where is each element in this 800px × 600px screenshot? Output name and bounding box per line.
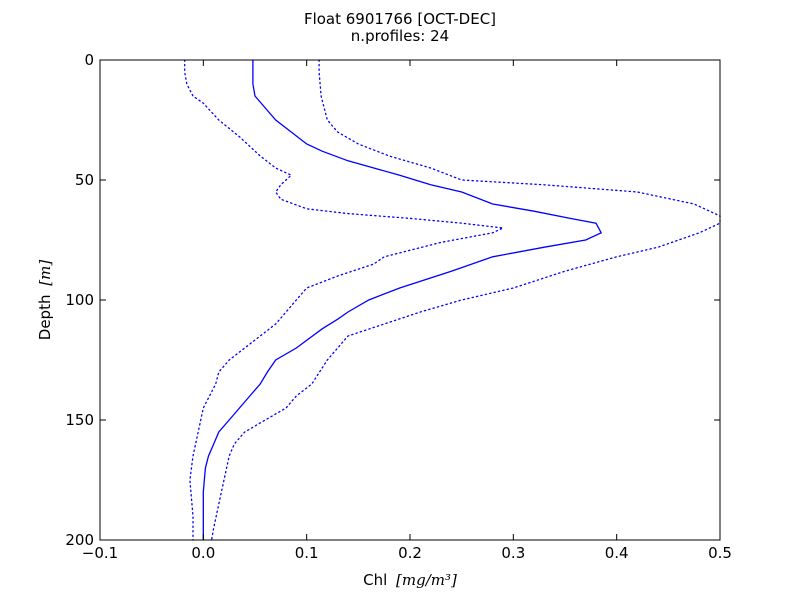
chart-title: Float 6901766 [OCT-DEC] bbox=[303, 10, 497, 28]
x-tick-label: 0.2 bbox=[398, 544, 422, 562]
x-tick-label: 0.3 bbox=[501, 544, 525, 562]
x-axis-label-text: Chl bbox=[363, 571, 387, 589]
x-tick-label: 0.4 bbox=[605, 544, 629, 562]
y-tick-label: 100 bbox=[65, 291, 94, 309]
y-axis-label-text: Depth bbox=[36, 295, 54, 341]
y-axis-label-unit: [m] bbox=[36, 260, 54, 286]
y-axis-label: Depth [m] bbox=[36, 260, 54, 341]
axis-ticks: −0.1 0.0 0.1 0.2 0.3 0.4 0.5 0 50 100 150 200 bbox=[65, 51, 732, 562]
chart-subtitle: n.profiles: 24 bbox=[350, 27, 450, 45]
x-tick-label: 0.0 bbox=[191, 544, 215, 562]
x-tick-label: 0.1 bbox=[295, 544, 319, 562]
lower-bound-line bbox=[184, 59, 506, 541]
mean-profile-line bbox=[202, 60, 603, 540]
x-tick-label: −0.1 bbox=[82, 544, 118, 562]
y-tick-label: 0 bbox=[84, 51, 94, 69]
y-tick-label: 50 bbox=[75, 171, 94, 189]
x-axis-label-unit: [mg/m³] bbox=[396, 571, 457, 589]
x-axis-label: Chl [mg/m³] bbox=[363, 571, 457, 589]
plot-lines bbox=[184, 59, 721, 541]
plot-frame bbox=[99, 59, 721, 541]
x-tick-label: 0.5 bbox=[708, 544, 732, 562]
upper-bound-line bbox=[210, 59, 721, 541]
y-tick-label: 150 bbox=[65, 411, 94, 429]
y-tick-label: 200 bbox=[65, 531, 94, 549]
